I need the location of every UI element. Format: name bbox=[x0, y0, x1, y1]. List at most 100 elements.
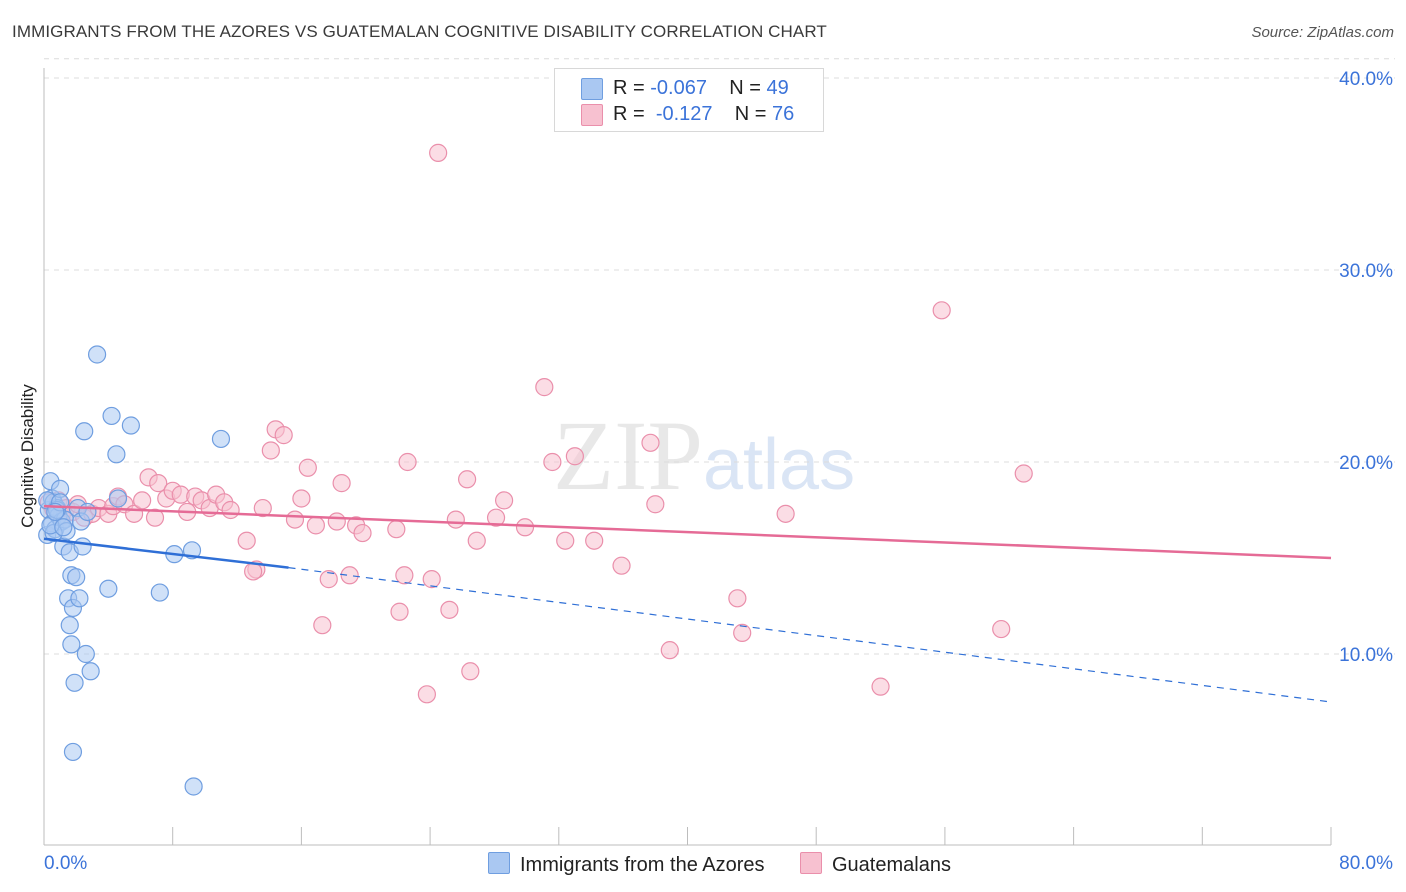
azores-point bbox=[78, 502, 97, 522]
y-tick-label: 40.0% bbox=[1339, 69, 1393, 90]
chart-title: IMMIGRANTS FROM THE AZORES VS GUATEMALAN… bbox=[12, 22, 827, 41]
guatemalan-point bbox=[565, 447, 584, 466]
guatemalan-point bbox=[244, 562, 263, 581]
guatemalan-point bbox=[486, 508, 506, 527]
guatemalan-point bbox=[398, 452, 417, 472]
azores-point bbox=[107, 445, 126, 464]
azores-point bbox=[70, 589, 89, 608]
guatemalan-point bbox=[429, 143, 448, 162]
azores-point bbox=[60, 616, 79, 635]
legend-n-label: N = bbox=[734, 103, 767, 125]
azores-point bbox=[67, 568, 86, 587]
bottom-legend-swatch-guatemalans bbox=[800, 852, 822, 874]
guatemalan-point bbox=[585, 531, 604, 550]
guatemalan-point bbox=[992, 619, 1011, 639]
guatemalan-point bbox=[641, 433, 660, 452]
guatemalan-point bbox=[733, 623, 752, 642]
guatemalan-point bbox=[535, 378, 554, 397]
bottom-legend-azores: Immigrants from the Azores bbox=[488, 852, 765, 877]
bottom-legend-guatemalans: Guatemalans bbox=[800, 852, 951, 877]
guatemalan-point bbox=[319, 570, 338, 589]
guatemalan-point bbox=[298, 458, 317, 477]
guatemalan-point bbox=[422, 570, 441, 589]
guatemalan-point bbox=[292, 489, 311, 508]
legend-r-value: -0.067 bbox=[650, 77, 707, 99]
guatemalan-point bbox=[387, 520, 406, 539]
guatemalan-point bbox=[145, 508, 165, 527]
legend-r-label: R = bbox=[613, 103, 645, 125]
azores-point bbox=[73, 537, 92, 556]
guatemalan-point bbox=[237, 531, 256, 550]
guatemalan-point bbox=[515, 518, 535, 537]
guatemalan-point bbox=[776, 504, 795, 523]
x-tick-label: 0.0% bbox=[44, 853, 87, 874]
guatemalan-point bbox=[133, 491, 152, 510]
guatemalan-point bbox=[332, 474, 351, 493]
azores-point bbox=[87, 345, 107, 364]
guatemalan-point bbox=[327, 512, 346, 531]
x-tick-label: 80.0% bbox=[1339, 853, 1393, 874]
guatemalan-point bbox=[660, 641, 679, 660]
legend-swatch-azores bbox=[581, 78, 603, 100]
y-tick-label: 10.0% bbox=[1339, 645, 1393, 666]
guatemalan-point bbox=[221, 500, 240, 520]
guatemalan-point bbox=[274, 426, 293, 445]
guatemalan-point bbox=[646, 495, 665, 514]
azores-point bbox=[108, 489, 128, 508]
guatemalan-point bbox=[306, 516, 325, 535]
guatemalan-point bbox=[1014, 464, 1033, 483]
azores-point bbox=[65, 673, 84, 692]
source-credit: Source: ZipAtlas.com bbox=[1251, 24, 1394, 41]
y-tick-label: 30.0% bbox=[1339, 261, 1393, 282]
azores-trend-line bbox=[43, 537, 289, 569]
legend-n-value: 49 bbox=[766, 77, 789, 99]
bottom-legend-label-guatemalans: Guatemalans bbox=[832, 854, 951, 876]
azores-point bbox=[63, 742, 83, 762]
guatemalan-trend-line bbox=[43, 504, 1332, 560]
guatemalan-point bbox=[871, 677, 890, 696]
guatemalan-point bbox=[261, 441, 280, 460]
azores-point bbox=[211, 429, 231, 449]
y-tick-label: 20.0% bbox=[1339, 453, 1393, 474]
azores-trend-extension bbox=[288, 567, 1332, 703]
legend-text-azores: R = -0.067 N = 49 bbox=[613, 77, 789, 100]
guatemalan-point bbox=[149, 474, 168, 493]
azores-point bbox=[150, 583, 169, 602]
guatemalan-point bbox=[461, 662, 480, 681]
azores-point bbox=[54, 518, 73, 537]
azores-point bbox=[99, 579, 118, 598]
azores-point bbox=[184, 777, 203, 796]
guatemalan-point bbox=[390, 602, 409, 621]
guatemalan-point bbox=[932, 301, 951, 320]
azores-point bbox=[75, 422, 94, 441]
legend-r-label: R = bbox=[613, 77, 645, 99]
guatemalan-point bbox=[417, 685, 436, 704]
watermark-atlas: atlas bbox=[703, 425, 856, 505]
guatemalan-point bbox=[440, 600, 459, 619]
guatemalan-point bbox=[543, 452, 562, 472]
azores-point bbox=[76, 644, 95, 664]
guatemalan-point bbox=[285, 510, 305, 529]
correlation-legend: R = -0.067 N = 49 R = -0.127 N = 76 bbox=[554, 68, 824, 132]
guatemalan-point bbox=[495, 491, 514, 510]
legend-swatch-guatemalans bbox=[581, 104, 603, 126]
guatemalan-point bbox=[313, 616, 332, 635]
guatemalan-point bbox=[728, 589, 747, 608]
guatemalan-point bbox=[253, 498, 272, 518]
guatemalan-point bbox=[395, 566, 414, 585]
azores-point bbox=[62, 635, 81, 654]
legend-n-label: N = bbox=[729, 77, 761, 99]
bottom-legend-label-azores: Immigrants from the Azores bbox=[520, 854, 765, 876]
azores-point bbox=[121, 416, 140, 435]
legend-r-value: -0.127 bbox=[655, 103, 713, 125]
legend-n-value: 76 bbox=[772, 103, 795, 125]
guatemalan-point bbox=[340, 566, 359, 585]
guatemalan-point bbox=[556, 531, 575, 550]
legend-text-guatemalans: R = -0.127 N = 76 bbox=[613, 103, 794, 126]
azores-point bbox=[102, 406, 121, 426]
guatemalan-point bbox=[446, 510, 465, 529]
guatemalan-point bbox=[612, 556, 631, 575]
guatemalan-point bbox=[458, 470, 477, 489]
guatemalan-point bbox=[353, 523, 372, 543]
